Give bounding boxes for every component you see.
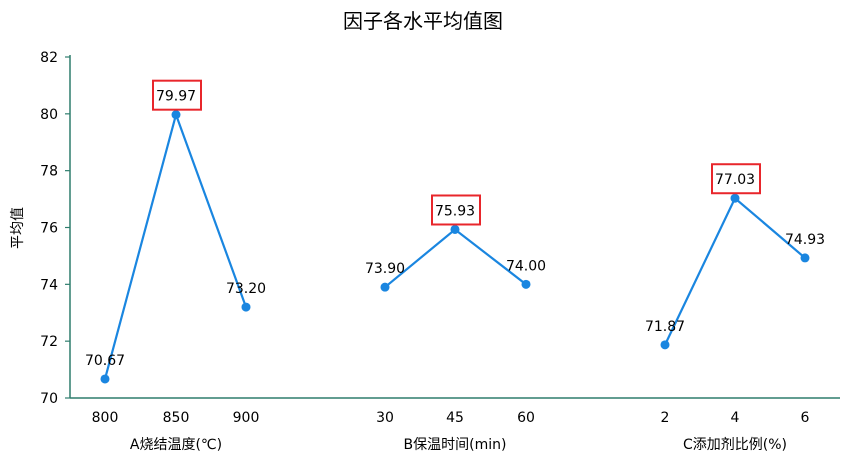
series-line <box>103 111 248 380</box>
x-tick-label: 45 <box>446 410 464 426</box>
y-tick-label: 82 <box>40 50 58 66</box>
data-label: 77.03 <box>715 172 755 188</box>
x-tick-label: 2 <box>661 410 670 426</box>
factor-group: 73.90 30 75.93 45 74.00 60 B保温时间(min) <box>365 194 546 453</box>
x-tick-label: 800 <box>92 410 119 426</box>
data-label: 73.90 <box>365 261 405 277</box>
factor-label: A烧结温度(℃) <box>130 437 222 453</box>
factor-group: 71.87 2 77.03 4 74.93 6 C添加剂比例(%) <box>645 163 825 453</box>
series-line <box>664 196 806 346</box>
chart-title: 因子各水平均值图 <box>343 9 503 33</box>
x-tick-label: 30 <box>376 410 394 426</box>
y-tick-label: 70 <box>40 391 58 407</box>
data-point <box>100 374 110 384</box>
y-tick-label: 80 <box>40 107 58 123</box>
data-point <box>800 253 810 263</box>
highlight-box <box>152 79 202 111</box>
x-tick-label: 6 <box>801 410 810 426</box>
data-label: 73.20 <box>226 281 266 297</box>
y-tick-label: 72 <box>40 334 58 350</box>
highlight-box <box>711 163 761 195</box>
data-label: 71.87 <box>645 319 685 335</box>
x-tick-label: 900 <box>233 410 260 426</box>
x-tick-label: 60 <box>517 410 535 426</box>
factor-group: 70.67 800 79.97 850 73.20 900 A烧结温度(℃) <box>85 79 266 453</box>
y-axis-label: 平均值 <box>10 207 26 249</box>
data-label: 70.67 <box>85 353 125 369</box>
highlight-box <box>431 194 481 226</box>
x-tick-label: 4 <box>731 410 740 426</box>
series-group: 70.6780079.9785073.20900A烧结温度(℃)73.90307… <box>85 79 825 453</box>
factor-label: C添加剂比例(%) <box>683 437 787 453</box>
data-point <box>380 282 390 292</box>
data-point <box>450 224 460 234</box>
data-point <box>660 340 670 350</box>
y-tick-label: 74 <box>40 277 58 293</box>
y-tick-label: 78 <box>40 164 58 180</box>
data-point <box>521 279 531 289</box>
y-tick-label: 76 <box>40 221 58 237</box>
data-point <box>241 302 251 312</box>
series-line <box>384 228 527 289</box>
data-point <box>171 110 181 120</box>
data-label: 79.97 <box>156 89 196 105</box>
y-ticks: 70 72 74 76 78 80 82 <box>40 50 70 407</box>
data-label: 74.00 <box>506 258 546 274</box>
x-tick-label: 850 <box>163 410 190 426</box>
data-point <box>730 193 740 203</box>
data-label: 75.93 <box>435 203 475 219</box>
data-label: 74.93 <box>785 232 825 248</box>
factor-label: B保温时间(min) <box>404 437 507 453</box>
